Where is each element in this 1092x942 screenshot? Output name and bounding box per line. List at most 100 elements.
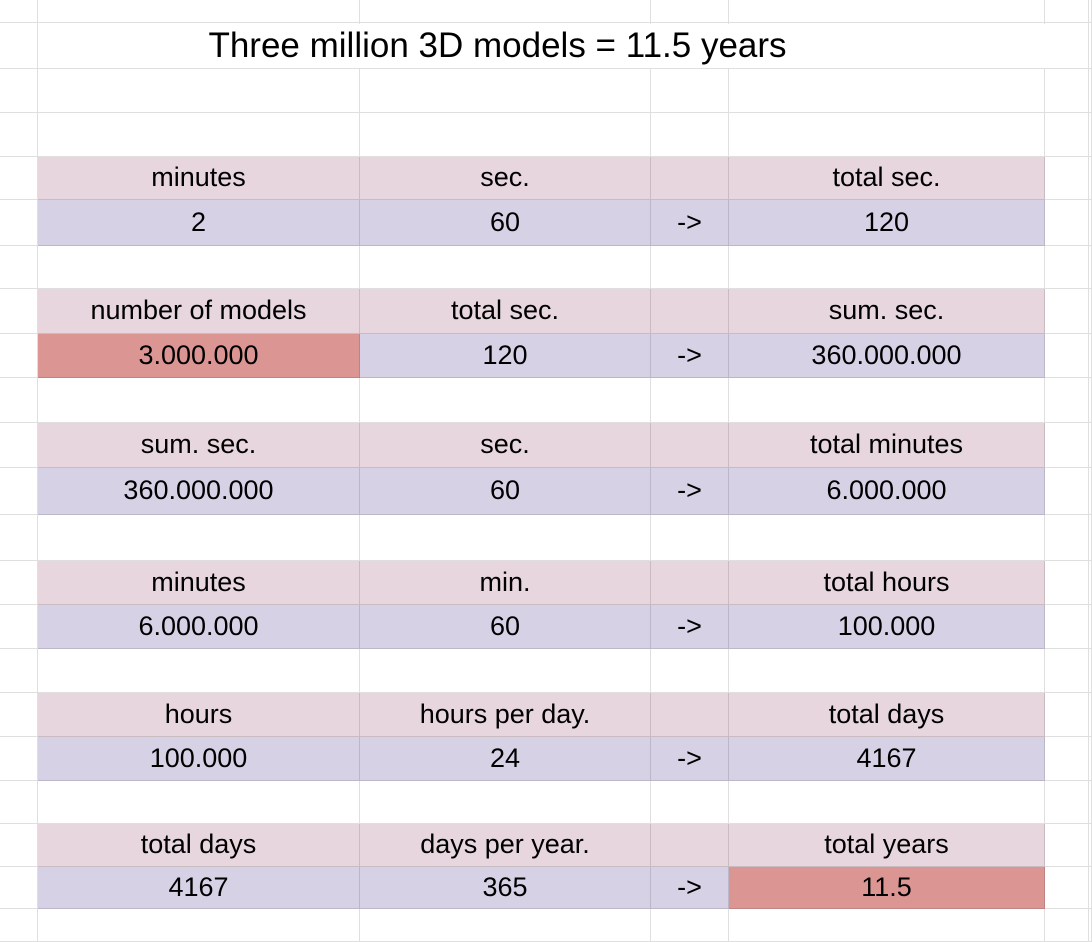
grid-cell[interactable] [729, 909, 1045, 942]
grid-cell[interactable] [1045, 515, 1089, 561]
header-cell[interactable]: min. [360, 561, 651, 605]
header-cell[interactable]: number of models [38, 289, 360, 334]
header-cell[interactable]: total years [729, 824, 1045, 867]
grid-cell[interactable] [729, 378, 1045, 423]
grid-cell[interactable] [1045, 605, 1089, 649]
grid-cell[interactable] [0, 561, 38, 605]
grid-cell[interactable] [0, 867, 38, 909]
header-spacer-cell[interactable] [651, 824, 729, 867]
grid-cell[interactable] [360, 649, 651, 693]
grid-cell[interactable] [360, 246, 651, 289]
grid-cell[interactable] [38, 649, 360, 693]
highlight-value-cell[interactable]: 11.5 [729, 867, 1045, 909]
arrow-cell[interactable]: -> [651, 737, 729, 781]
grid-cell[interactable] [38, 0, 360, 23]
value-cell[interactable]: 120 [729, 200, 1045, 246]
grid-cell[interactable] [729, 113, 1045, 157]
grid-cell[interactable] [0, 781, 38, 824]
grid-cell[interactable] [0, 824, 38, 867]
value-cell[interactable]: 100.000 [38, 737, 360, 781]
grid-cell[interactable] [38, 909, 360, 942]
header-cell[interactable]: total sec. [729, 157, 1045, 200]
grid-cell[interactable] [1045, 693, 1089, 737]
grid-cell[interactable] [38, 378, 360, 423]
arrow-cell[interactable]: -> [651, 200, 729, 246]
grid-cell[interactable] [360, 515, 651, 561]
grid-cell[interactable] [360, 113, 651, 157]
grid-cell[interactable] [651, 113, 729, 157]
arrow-cell[interactable]: -> [651, 468, 729, 515]
header-spacer-cell[interactable] [651, 693, 729, 737]
value-cell[interactable]: 60 [360, 605, 651, 649]
grid-cell[interactable] [0, 23, 38, 69]
grid-cell[interactable] [0, 468, 38, 515]
grid-cell[interactable] [1045, 334, 1089, 378]
grid-cell[interactable] [0, 200, 38, 246]
grid-cell[interactable] [0, 113, 38, 157]
grid-cell[interactable] [651, 515, 729, 561]
grid-cell[interactable] [0, 909, 38, 942]
value-cell[interactable]: 120 [360, 334, 651, 378]
grid-cell[interactable] [0, 605, 38, 649]
grid-cell[interactable] [1045, 561, 1089, 605]
grid-cell[interactable] [1045, 113, 1089, 157]
grid-cell[interactable] [651, 378, 729, 423]
grid-cell[interactable] [729, 69, 1045, 113]
grid-cell[interactable] [0, 737, 38, 781]
grid-cell[interactable] [1045, 289, 1089, 334]
highlight-value-cell[interactable]: 3.000.000 [38, 334, 360, 378]
header-cell[interactable]: minutes [38, 157, 360, 200]
header-cell[interactable]: total days [38, 824, 360, 867]
grid-cell[interactable] [729, 515, 1045, 561]
grid-cell[interactable] [651, 781, 729, 824]
grid-cell[interactable] [0, 246, 38, 289]
grid-cell[interactable] [0, 69, 38, 113]
value-cell[interactable]: 60 [360, 468, 651, 515]
header-cell[interactable]: sec. [360, 157, 651, 200]
grid-cell[interactable] [1045, 468, 1089, 515]
grid-cell[interactable] [0, 334, 38, 378]
grid-cell[interactable] [1045, 69, 1089, 113]
grid-cell[interactable] [360, 781, 651, 824]
arrow-cell[interactable]: -> [651, 334, 729, 378]
header-cell[interactable]: minutes [38, 561, 360, 605]
grid-cell[interactable] [0, 157, 38, 200]
header-cell[interactable]: sum. sec. [729, 289, 1045, 334]
value-cell[interactable]: 60 [360, 200, 651, 246]
grid-cell[interactable] [0, 0, 38, 23]
value-cell[interactable]: 360.000.000 [38, 468, 360, 515]
grid-cell[interactable] [1045, 423, 1089, 468]
grid-cell[interactable] [729, 649, 1045, 693]
grid-cell[interactable] [729, 246, 1045, 289]
grid-cell[interactable] [360, 69, 651, 113]
grid-cell[interactable] [38, 113, 360, 157]
grid-cell[interactable] [1045, 824, 1089, 867]
header-spacer-cell[interactable] [651, 561, 729, 605]
value-cell[interactable]: 360.000.000 [729, 334, 1045, 378]
header-cell[interactable]: total minutes [729, 423, 1045, 468]
header-cell[interactable]: total hours [729, 561, 1045, 605]
value-cell[interactable]: 365 [360, 867, 651, 909]
grid-cell[interactable] [1045, 737, 1089, 781]
grid-cell[interactable] [360, 0, 651, 23]
value-cell[interactable]: 4167 [38, 867, 360, 909]
grid-cell[interactable] [38, 69, 360, 113]
grid-cell[interactable] [729, 781, 1045, 824]
header-cell[interactable]: total days [729, 693, 1045, 737]
grid-cell[interactable] [0, 649, 38, 693]
grid-cell[interactable] [0, 515, 38, 561]
value-cell[interactable]: 24 [360, 737, 651, 781]
grid-cell[interactable] [38, 781, 360, 824]
grid-cell[interactable] [651, 649, 729, 693]
arrow-cell[interactable]: -> [651, 605, 729, 649]
grid-cell[interactable] [651, 909, 729, 942]
grid-cell[interactable] [651, 246, 729, 289]
grid-cell[interactable] [1045, 649, 1089, 693]
grid-cell[interactable] [1045, 157, 1089, 200]
header-cell[interactable]: sum. sec. [38, 423, 360, 468]
grid-cell[interactable] [1045, 378, 1089, 423]
grid-cell[interactable] [38, 246, 360, 289]
grid-cell[interactable] [1045, 909, 1089, 942]
grid-cell[interactable] [38, 515, 360, 561]
value-cell[interactable]: 4167 [729, 737, 1045, 781]
